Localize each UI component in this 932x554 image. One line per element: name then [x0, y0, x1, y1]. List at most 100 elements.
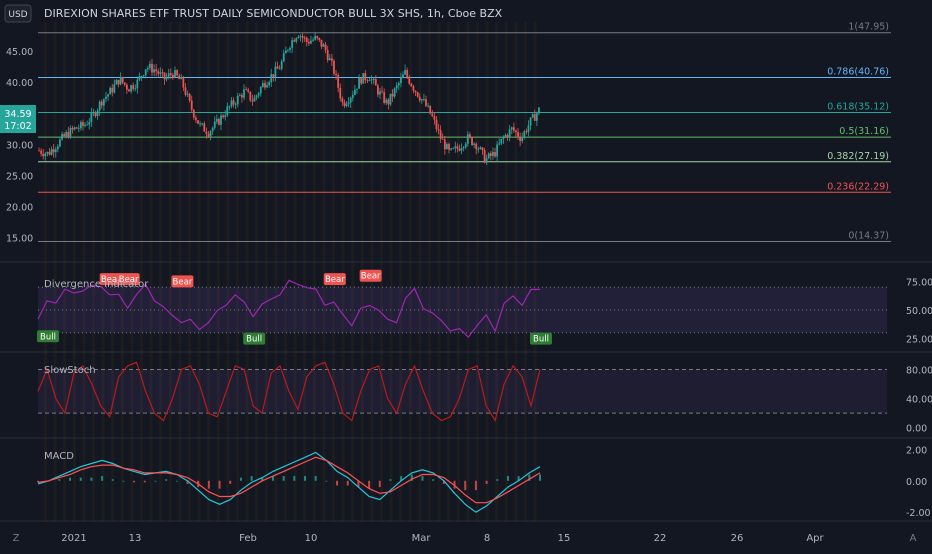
price-axis-tick-label: 25.00 [6, 171, 33, 182]
candle-body [140, 76, 143, 77]
macd-histogram-bar [143, 480, 146, 483]
price-tag-value: 34.59 [4, 109, 31, 120]
candle-body [71, 127, 74, 130]
candle-body [163, 72, 166, 80]
candle-body [533, 114, 536, 121]
candle-body [364, 73, 367, 81]
candle-body [489, 153, 492, 156]
macd-histogram-bar [336, 480, 339, 486]
macd-histogram-bar [389, 479, 392, 481]
currency-badge[interactable] [4, 4, 32, 23]
candle-body [176, 70, 178, 76]
divergence-axis-tick-label: 75.00 [906, 277, 932, 288]
session-band [399, 22, 403, 522]
session-band [82, 22, 86, 522]
candle-body [510, 127, 513, 130]
candle-body [197, 120, 199, 124]
macd-histogram-bar [517, 476, 520, 481]
candle-body [138, 76, 141, 80]
candle-body [387, 99, 390, 105]
candle-body [494, 151, 496, 157]
candle-body [291, 40, 294, 48]
session-band [524, 22, 527, 522]
session-band [504, 22, 508, 522]
candle-body [136, 79, 139, 89]
fib-level-label: 0.5(31.16) [839, 126, 889, 137]
auto-scale-icon[interactable]: A [910, 533, 917, 544]
candle-body [492, 151, 494, 156]
candle-body [172, 74, 174, 78]
session-band [485, 22, 489, 522]
candle-body [500, 138, 503, 144]
candle-body [157, 71, 160, 74]
macd-histogram-bar [539, 474, 541, 481]
candle-body [433, 116, 436, 120]
macd-histogram-bar [282, 476, 285, 481]
candle-body [439, 130, 442, 139]
session-band [389, 22, 393, 522]
candle-body [358, 77, 360, 89]
candle-body [339, 87, 342, 99]
macd-histogram-bar [90, 477, 93, 481]
candle-body [96, 110, 99, 117]
candle-body [416, 92, 419, 97]
candle-body [128, 89, 130, 92]
candle-body [353, 89, 356, 95]
candle-body [199, 123, 202, 125]
candle-body [245, 89, 248, 91]
candle-body [360, 77, 363, 84]
candle-body [40, 150, 43, 154]
candle-body [82, 122, 84, 126]
candle-body [471, 137, 473, 145]
session-band [303, 22, 307, 522]
candle-body [535, 113, 538, 121]
candle-body [238, 95, 241, 96]
candle-body [322, 44, 325, 47]
bear-label-badge [323, 273, 346, 286]
candle-body [320, 39, 323, 47]
candle-body [330, 58, 333, 61]
candle-body [341, 98, 344, 103]
candle-body [506, 135, 509, 138]
bear-label-badge [99, 273, 122, 286]
candle-body [431, 113, 434, 117]
candle-body [79, 122, 82, 129]
session-band [351, 22, 355, 522]
candle-body [420, 99, 423, 101]
candle-body [113, 84, 116, 93]
candle-body [146, 67, 149, 70]
chart-title: DIREXION SHARES ETF TRUST DAILY SEMICOND… [44, 7, 503, 20]
macd-histogram-bar [453, 480, 456, 489]
candle-body [389, 93, 392, 105]
candle-body [228, 106, 231, 108]
axes: 45.0040.0035.0030.0025.0020.0015.0020211… [0, 47, 932, 544]
candle-body [523, 131, 526, 138]
candle-body [276, 66, 279, 69]
candle-body [109, 87, 112, 95]
candle-body [48, 151, 51, 155]
candle-body [429, 105, 432, 114]
candle-body [270, 74, 273, 83]
candle-body [393, 88, 396, 97]
candle-body [59, 139, 61, 147]
candle-body [186, 93, 189, 95]
time-axis-tick-label: 15 [558, 533, 571, 544]
macd-histogram-bar [58, 479, 61, 481]
candle-body [42, 153, 45, 157]
candle-body [314, 36, 317, 40]
candle-body [512, 127, 515, 131]
candle-body [224, 115, 227, 118]
timezone-icon[interactable]: Z [13, 533, 20, 544]
macd-histogram-bar [304, 476, 307, 481]
candle-body [218, 118, 220, 125]
candle-body [151, 63, 153, 73]
macd-histogram-bar [442, 480, 445, 484]
session-band [293, 22, 297, 522]
macd-histogram-bar [432, 479, 435, 481]
candle-body [75, 127, 78, 129]
bull-label-badge [243, 332, 266, 345]
price-axis-tick-label: 15.00 [6, 234, 33, 245]
candle-body [412, 86, 415, 91]
